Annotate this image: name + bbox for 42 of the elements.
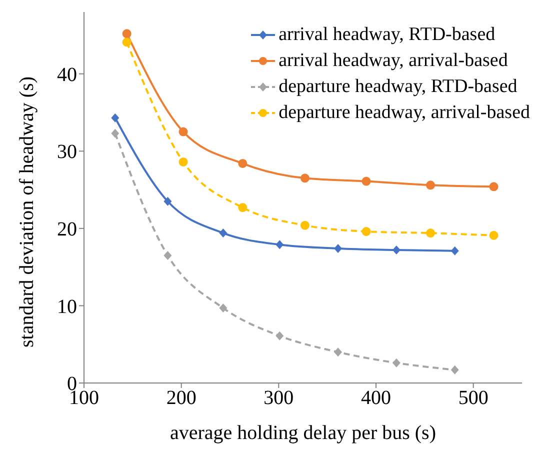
- x-axis-title: average holding delay per bus (s): [170, 422, 436, 444]
- legend-label: arrival headway, arrival-based: [278, 49, 508, 73]
- point: [164, 250, 172, 260]
- point: [392, 358, 400, 368]
- point: [238, 203, 248, 212]
- point: [450, 246, 459, 256]
- point: [392, 246, 400, 255]
- point: [276, 331, 284, 340]
- point: [334, 244, 342, 254]
- point: [489, 230, 498, 240]
- point: [178, 157, 188, 166]
- y-tick-label: 20: [57, 218, 77, 241]
- point: [276, 240, 284, 250]
- point: [300, 220, 310, 230]
- point: [362, 176, 371, 186]
- point: [164, 196, 172, 206]
- point: [300, 174, 310, 183]
- legend-label: departure headway, arrival-based: [278, 101, 530, 125]
- point: [111, 128, 120, 138]
- y-tick-label: 30: [57, 141, 77, 164]
- point: [122, 29, 132, 38]
- point: [450, 365, 459, 374]
- point: [178, 127, 188, 136]
- point: [111, 113, 120, 122]
- y-axis-title: standard deviation of headway (s): [16, 76, 38, 348]
- legend-label: departure headway, RTD-based: [278, 75, 518, 99]
- y-tick-label: 10: [57, 296, 77, 318]
- point: [219, 304, 228, 313]
- point: [122, 38, 132, 47]
- point: [238, 158, 248, 168]
- x-tick-label: 200: [166, 387, 196, 410]
- y-tick-label: 40: [57, 64, 77, 86]
- point: [426, 180, 436, 190]
- x-tick-label: 300: [264, 387, 294, 410]
- point: [362, 227, 371, 236]
- point: [219, 228, 228, 238]
- point: [426, 228, 436, 238]
- x-tick-label: 400: [361, 387, 391, 410]
- x-tick-label: 500: [458, 387, 488, 410]
- point: [489, 182, 498, 192]
- point: [334, 348, 342, 357]
- legend-label: arrival headway, RTD-based: [278, 23, 496, 47]
